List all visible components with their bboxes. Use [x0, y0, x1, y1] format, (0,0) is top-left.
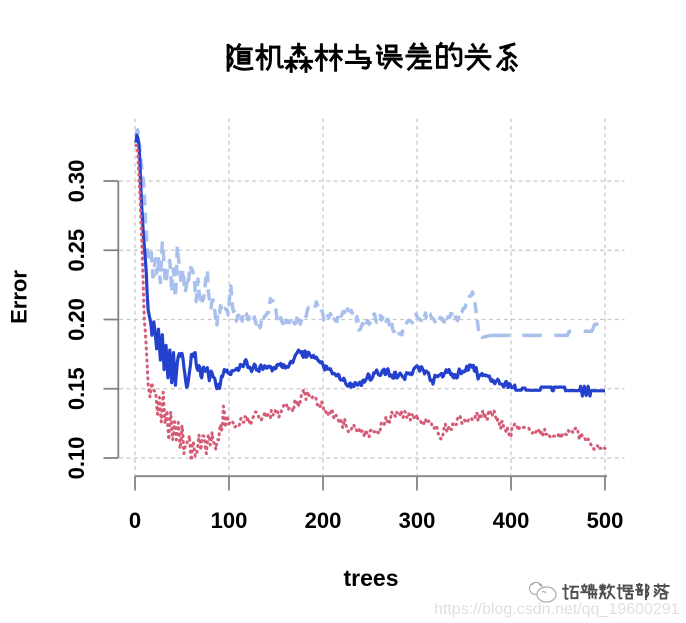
svg-text:0.15: 0.15: [64, 367, 89, 410]
svg-text:0.10: 0.10: [64, 437, 89, 480]
svg-text:100: 100: [211, 508, 248, 533]
svg-text:500: 500: [587, 508, 624, 533]
svg-text:200: 200: [305, 508, 342, 533]
svg-text:400: 400: [493, 508, 530, 533]
svg-text:0.20: 0.20: [64, 298, 89, 341]
svg-text:300: 300: [399, 508, 436, 533]
svg-text:Error: Error: [7, 270, 32, 324]
svg-text:0.30: 0.30: [64, 160, 89, 203]
svg-text:trees: trees: [344, 565, 399, 591]
svg-text:https://blog.csdn.net/qq_19600: https://blog.csdn.net/qq_19600291: [434, 601, 680, 618]
svg-text:0: 0: [129, 508, 141, 533]
svg-text:0.25: 0.25: [64, 229, 89, 272]
